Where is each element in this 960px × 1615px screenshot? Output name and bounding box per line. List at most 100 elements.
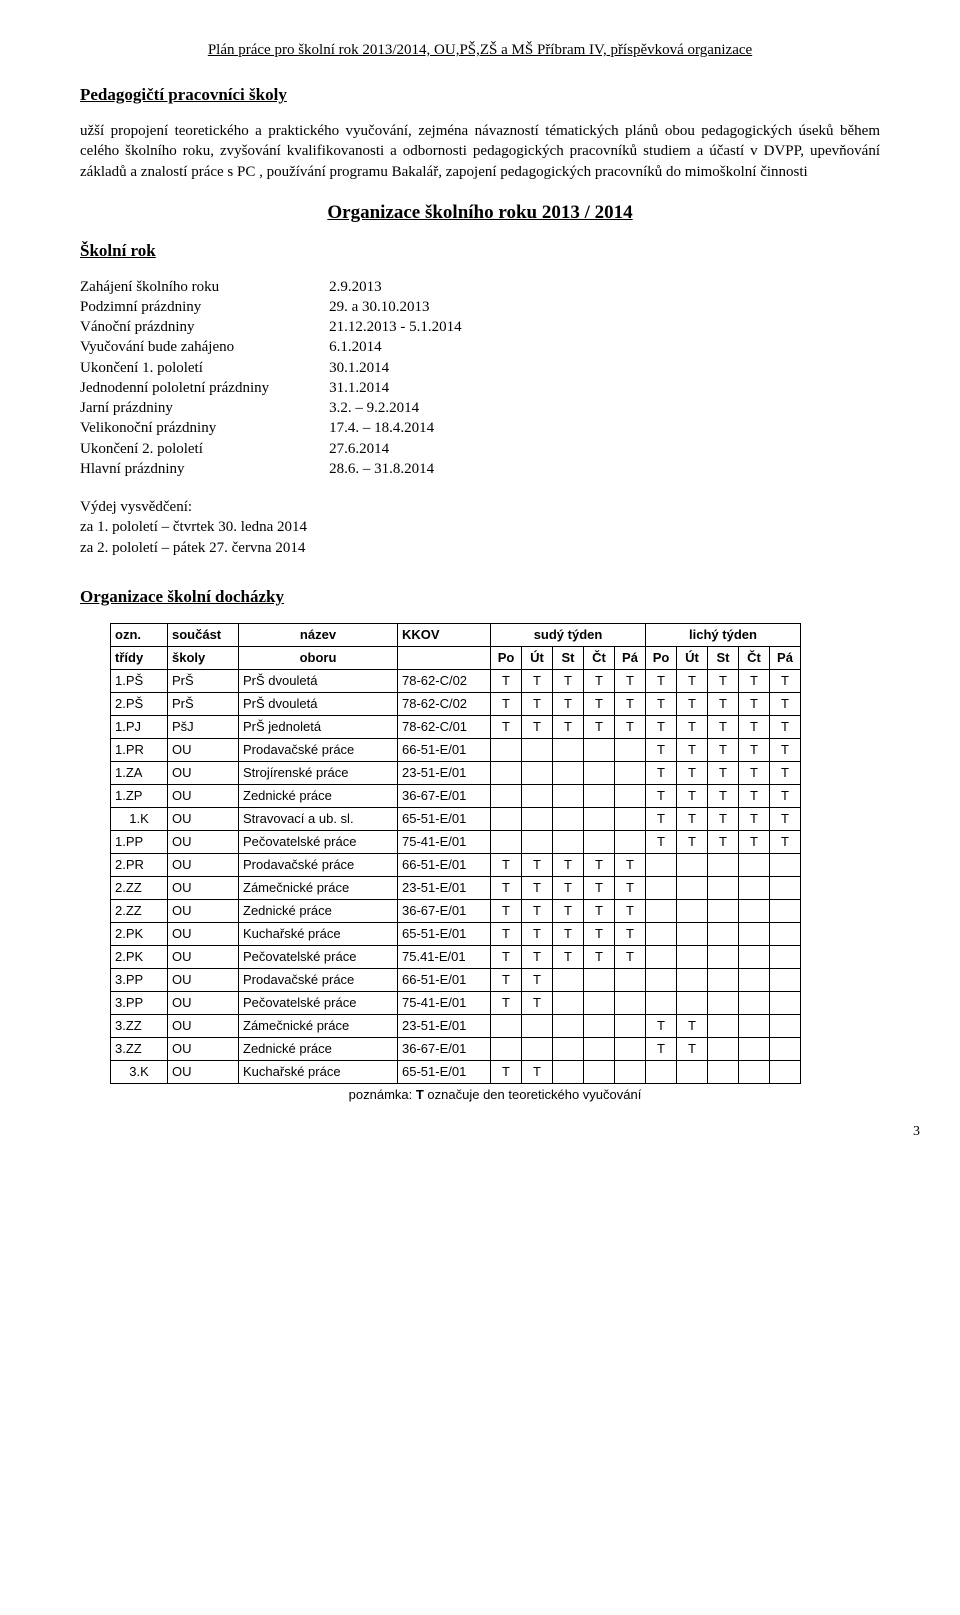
cell-day: [584, 830, 615, 853]
cell-nazev: Kuchařské práce: [239, 1060, 398, 1083]
cell-day: [677, 899, 708, 922]
cell-nazev: Pečovatelské práce: [239, 830, 398, 853]
cell-day: T: [677, 807, 708, 830]
cell-day: T: [708, 761, 739, 784]
school-year-title: Školní rok: [80, 240, 880, 263]
cell-day: [522, 784, 553, 807]
cell-day: [553, 991, 584, 1014]
cell-day: T: [553, 692, 584, 715]
cell-day: T: [646, 784, 677, 807]
cell-kkov: 66-51-E/01: [398, 968, 491, 991]
table-day-header: Út: [677, 646, 708, 669]
cell-day: T: [770, 807, 801, 830]
cell-kkov: 78-62-C/02: [398, 692, 491, 715]
cell-day: [584, 968, 615, 991]
cell-day: T: [677, 761, 708, 784]
dates-row: Ukončení 1. pololetí30.1.2014: [80, 358, 462, 378]
cell-day: [553, 761, 584, 784]
cell-kkov: 36-67-E/01: [398, 899, 491, 922]
cell-day: [584, 1037, 615, 1060]
cell-day: T: [677, 715, 708, 738]
cell-day: T: [677, 1014, 708, 1037]
cell-kkov: 65-51-E/01: [398, 807, 491, 830]
cell-day: [677, 945, 708, 968]
table-row: 2.PŠPrŠPrŠ dvouletá78-62-C/02TTTTTTTTTT: [111, 692, 801, 715]
table-row: 1.ZPOUZednické práce36-67-E/01TTTTT: [111, 784, 801, 807]
cell-day: T: [646, 669, 677, 692]
cell-day: [739, 922, 770, 945]
cell-day: [708, 876, 739, 899]
cell-day: T: [491, 968, 522, 991]
cell-day: [739, 1060, 770, 1083]
dates-value: 6.1.2014: [329, 337, 462, 357]
cell-day: [646, 968, 677, 991]
cell-day: T: [615, 922, 646, 945]
cell-day: [553, 738, 584, 761]
table-day-header: Út: [522, 646, 553, 669]
cell-day: [553, 807, 584, 830]
cell-day: [708, 945, 739, 968]
cell-day: T: [708, 715, 739, 738]
cell-day: T: [491, 1060, 522, 1083]
cell-day: T: [491, 991, 522, 1014]
cell-day: T: [770, 784, 801, 807]
cell-kkov: 75.41-E/01: [398, 945, 491, 968]
cell-soucast: OU: [168, 876, 239, 899]
table-row: 2.ZZOUZámečnické práce23-51-E/01TTTTT: [111, 876, 801, 899]
table-row: 1.PJPšJPrŠ jednoletá78-62-C/01TTTTTTTTTT: [111, 715, 801, 738]
cell-nazev: PrŠ dvouletá: [239, 692, 398, 715]
cell-day: [770, 1060, 801, 1083]
cell-day: [646, 945, 677, 968]
cell-day: T: [615, 669, 646, 692]
cell-ozn: 1.PP: [111, 830, 168, 853]
cell-day: [615, 830, 646, 853]
dates-grid: Zahájení školního roku2.9.2013Podzimní p…: [80, 277, 462, 480]
cell-day: T: [584, 899, 615, 922]
cell-day: T: [584, 922, 615, 945]
cell-day: T: [584, 945, 615, 968]
dates-row: Podzimní prázdniny29. a 30.10.2013: [80, 297, 462, 317]
page-header: Plán práce pro školní rok 2013/2014, OU,…: [80, 40, 880, 60]
dates-value: 30.1.2014: [329, 358, 462, 378]
cell-day: [646, 853, 677, 876]
cell-soucast: OU: [168, 1037, 239, 1060]
dates-label: Hlavní prázdniny: [80, 459, 329, 479]
dates-value: 2.9.2013: [329, 277, 462, 297]
cell-day: T: [584, 692, 615, 715]
cell-day: T: [553, 669, 584, 692]
cell-nazev: Zámečnické práce: [239, 1014, 398, 1037]
cell-ozn: 2.PK: [111, 945, 168, 968]
cell-nazev: Prodavačské práce: [239, 853, 398, 876]
cell-day: [708, 1037, 739, 1060]
table-row: 3.PPOUProdavačské práce66-51-E/01TT: [111, 968, 801, 991]
cell-day: [522, 1014, 553, 1037]
cell-day: [677, 1060, 708, 1083]
cell-kkov: 36-67-E/01: [398, 784, 491, 807]
table-subheader: [398, 646, 491, 669]
cell-day: T: [491, 876, 522, 899]
cell-day: [553, 830, 584, 853]
cell-day: T: [491, 922, 522, 945]
cell-kkov: 36-67-E/01: [398, 1037, 491, 1060]
cell-kkov: 75-41-E/01: [398, 991, 491, 1014]
dates-row: Zahájení školního roku2.9.2013: [80, 277, 462, 297]
cell-day: [522, 738, 553, 761]
cell-day: T: [646, 807, 677, 830]
cell-day: T: [677, 738, 708, 761]
cell-ozn: 2.ZZ: [111, 876, 168, 899]
cell-day: T: [491, 899, 522, 922]
cell-ozn: 1.PJ: [111, 715, 168, 738]
cell-day: T: [770, 692, 801, 715]
cell-day: T: [770, 830, 801, 853]
cell-day: T: [615, 692, 646, 715]
dates-value: 31.1.2014: [329, 378, 462, 398]
cell-kkov: 65-51-E/01: [398, 1060, 491, 1083]
cell-soucast: OU: [168, 853, 239, 876]
cell-day: T: [553, 945, 584, 968]
cell-day: [615, 738, 646, 761]
cell-ozn: 2.ZZ: [111, 899, 168, 922]
org-title: Organizace školní docházky: [80, 586, 880, 609]
cell-day: T: [739, 807, 770, 830]
cell-day: [677, 922, 708, 945]
cell-day: T: [491, 669, 522, 692]
